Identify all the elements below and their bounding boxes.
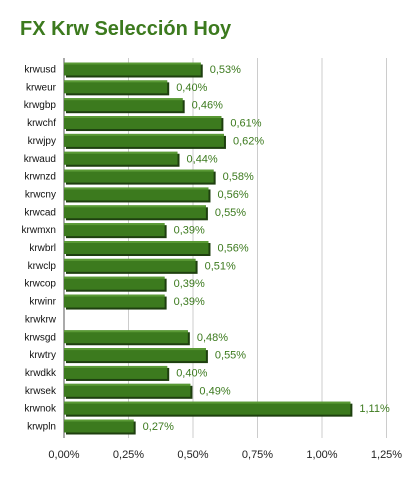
bar-highlight bbox=[64, 80, 168, 83]
category-label: krwusd bbox=[24, 65, 56, 76]
bar-highlight bbox=[64, 401, 351, 404]
bar-highlight bbox=[64, 62, 201, 65]
x-tick-label: 1,25% bbox=[371, 449, 402, 461]
bar bbox=[64, 401, 351, 415]
value-label: 0,40% bbox=[176, 367, 207, 379]
bar-highlight bbox=[64, 98, 183, 101]
bar-layer bbox=[64, 62, 353, 435]
bar bbox=[64, 419, 134, 433]
x-tick-label: 0,75% bbox=[242, 449, 273, 461]
value-label: 0,49% bbox=[199, 385, 230, 397]
category-label: krweur bbox=[26, 82, 57, 93]
category-label: krwgbp bbox=[24, 100, 57, 111]
bar-highlight bbox=[64, 116, 222, 119]
bar bbox=[64, 294, 165, 308]
bar bbox=[64, 151, 178, 165]
bar-highlight bbox=[64, 187, 209, 190]
bar-highlight bbox=[64, 133, 224, 136]
category-label: krwnok bbox=[24, 404, 57, 415]
bar bbox=[64, 98, 183, 112]
label-layer: 0,00% 0,25% 0,50% 0,75% 1,00% 1,25% krwusd 0,53… bbox=[22, 64, 403, 461]
bar-highlight bbox=[64, 276, 165, 279]
value-label: 0,39% bbox=[174, 296, 205, 308]
bar bbox=[64, 62, 201, 76]
value-label: 1,11% bbox=[359, 403, 390, 415]
bar bbox=[64, 258, 196, 272]
value-label: 0,44% bbox=[187, 153, 218, 165]
value-label: 0,61% bbox=[230, 118, 261, 130]
bar-highlight bbox=[64, 383, 191, 386]
category-label: krwmxn bbox=[22, 225, 56, 236]
category-label: krwnzd bbox=[24, 172, 56, 183]
bar-highlight bbox=[64, 258, 196, 261]
category-label: krwsgd bbox=[24, 332, 56, 343]
bar-highlight bbox=[64, 151, 178, 154]
value-label: 0,39% bbox=[174, 278, 205, 290]
value-label: 0,40% bbox=[176, 82, 207, 94]
bar-highlight bbox=[64, 419, 134, 422]
bar bbox=[64, 205, 206, 219]
category-label: krwpln bbox=[27, 422, 56, 433]
category-label: krwtry bbox=[29, 350, 56, 361]
bar bbox=[64, 348, 206, 362]
bar bbox=[64, 365, 168, 379]
bar bbox=[64, 223, 165, 237]
bar bbox=[64, 116, 222, 130]
x-tick-label: 0,25% bbox=[113, 449, 144, 461]
value-label: 0,46% bbox=[192, 100, 223, 112]
x-tick-label: 0,50% bbox=[177, 449, 208, 461]
value-label: 0,55% bbox=[215, 207, 246, 219]
value-label: 0,48% bbox=[197, 332, 228, 344]
value-label: 0,39% bbox=[174, 225, 205, 237]
category-label: krwsek bbox=[25, 386, 57, 397]
bar-highlight bbox=[64, 348, 206, 351]
category-label: krwcny bbox=[25, 189, 56, 200]
value-label: 0,62% bbox=[233, 135, 264, 147]
bar-highlight bbox=[64, 365, 168, 368]
bar-highlight bbox=[64, 169, 214, 172]
x-tick-label: 0,00% bbox=[48, 449, 79, 461]
bar bbox=[64, 169, 214, 183]
value-label: 0,56% bbox=[217, 243, 248, 255]
value-label: 0,51% bbox=[205, 260, 236, 272]
bar bbox=[64, 187, 209, 201]
category-label: krwbrl bbox=[29, 243, 56, 254]
bar-highlight bbox=[64, 330, 188, 333]
category-label: krwaud bbox=[24, 154, 56, 165]
bar bbox=[64, 241, 209, 254]
bar-highlight bbox=[64, 241, 209, 243]
value-label: 0,58% bbox=[223, 171, 254, 183]
value-label: 0,27% bbox=[143, 421, 174, 433]
category-label: krwdkk bbox=[25, 368, 57, 379]
bar-highlight bbox=[64, 205, 206, 208]
value-label: 0,55% bbox=[215, 350, 246, 362]
bar bbox=[64, 80, 168, 94]
category-label: krwclp bbox=[28, 261, 57, 272]
category-label: krwcop bbox=[24, 279, 56, 290]
bar bbox=[64, 276, 165, 290]
category-label: krwchf bbox=[27, 118, 56, 129]
chart-title: FX Krw Selección Hoy bbox=[20, 18, 232, 40]
bar bbox=[64, 133, 224, 147]
value-label: 0,53% bbox=[210, 64, 241, 76]
category-label: krwcad bbox=[24, 207, 56, 218]
category-label: krwinr bbox=[29, 297, 56, 308]
bar-highlight bbox=[64, 223, 165, 226]
category-label: krwkrw bbox=[25, 314, 57, 325]
x-tick-label: 1,00% bbox=[306, 449, 337, 461]
bar-highlight bbox=[64, 294, 165, 297]
value-label: 0,56% bbox=[217, 189, 248, 201]
bar bbox=[64, 383, 191, 397]
category-label: krwjpy bbox=[28, 136, 56, 147]
bar bbox=[64, 330, 188, 344]
